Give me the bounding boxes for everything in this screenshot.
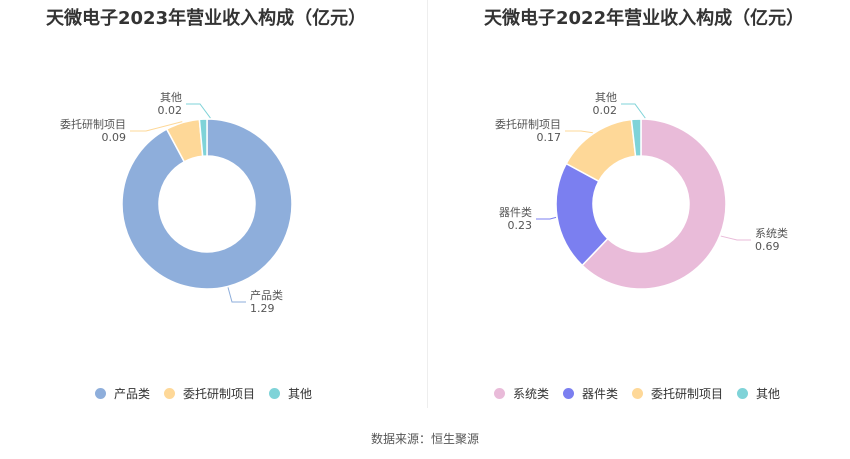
chart-title-2023: 天微电子2023年营业收入构成（亿元）: [46, 8, 367, 29]
slice-label-2: 委托研制项目: [495, 117, 561, 131]
legend-item-device[interactable]: 器件类: [563, 385, 618, 402]
slice-value-2: 0.17: [537, 131, 562, 144]
legend-item-commissioned[interactable]: 委托研制项目: [164, 385, 255, 402]
slice-0[interactable]: [121, 118, 293, 290]
leader-line-3: [621, 103, 646, 119]
legend-item-system[interactable]: 系统类: [494, 385, 549, 402]
leader-line-1: [536, 216, 557, 220]
panel-divider: [427, 0, 428, 408]
legend-label-commissioned-2022: 委托研制项目: [651, 386, 724, 401]
slice-value-2: 0.02: [158, 104, 183, 117]
legend-label-product: 产品类: [114, 386, 151, 401]
slice-label-0: 系统类: [755, 226, 788, 240]
legend-dot-other-2022: [737, 387, 749, 399]
legend-label-other: 其他: [288, 386, 313, 401]
legend-label-other-2022: 其他: [756, 386, 781, 401]
legend-dot-other: [269, 387, 281, 399]
legend-item-product[interactable]: 产品类: [95, 385, 150, 402]
legend-dot-device: [563, 387, 575, 399]
leader-line-2: [186, 103, 211, 119]
legend-item-commissioned-2022[interactable]: 委托研制项目: [632, 385, 723, 402]
slice-3[interactable]: [630, 118, 642, 158]
leader-line-0: [227, 287, 246, 303]
legend-dot-system: [494, 387, 505, 399]
slice-value-0: 0.69: [755, 240, 780, 253]
legend-2023: 产品类 委托研制项目 其他: [95, 384, 312, 402]
slice-label-2: 其他: [160, 91, 182, 104]
legend-dot-commissioned: [164, 387, 176, 399]
legend-item-other[interactable]: 其他: [269, 385, 312, 402]
legend-label-system: 系统类: [513, 386, 550, 401]
slice-label-1: 委托研制项目: [60, 117, 126, 131]
legend-label-commissioned: 委托研制项目: [183, 386, 256, 401]
slice-value-3: 0.02: [593, 104, 618, 117]
slice-0[interactable]: [581, 118, 727, 290]
legend-item-other-2022[interactable]: 其他: [737, 385, 780, 402]
leader-line-2: [565, 130, 593, 134]
legend-2022: 系统类 器件类 委托研制项目 其他: [494, 384, 780, 402]
slice-2[interactable]: [198, 118, 208, 158]
slice-value-1: 0.23: [508, 219, 533, 232]
slice-value-0: 1.29: [250, 302, 275, 315]
slice-value-1: 0.09: [102, 131, 127, 144]
chart-title-2022: 天微电子2022年营业收入构成（亿元）: [484, 8, 805, 29]
leader-line-1: [130, 121, 183, 132]
legend-dot-product: [95, 387, 106, 399]
legend-dot-commissioned-2022: [632, 387, 644, 399]
slice-label-0: 产品类: [250, 288, 283, 302]
leader-line-0: [720, 235, 751, 241]
data-source-note: 数据来源：恒生聚源: [370, 432, 479, 446]
slice-label-3: 其他: [595, 91, 617, 104]
slice-label-1: 器件类: [499, 205, 532, 219]
legend-label-device: 器件类: [582, 386, 619, 401]
